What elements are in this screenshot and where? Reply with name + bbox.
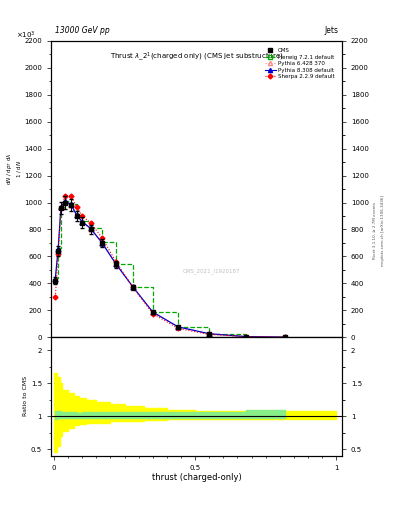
Text: CMS_2021_I1920187: CMS_2021_I1920187 <box>182 268 240 274</box>
Legend: CMS, Herwig 7.2.1 default, Pythia 6.428 370, Pythia 8.308 default, Sherpa 2.2.9 : CMS, Herwig 7.2.1 default, Pythia 6.428 … <box>263 47 336 80</box>
Text: 13000 GeV pp: 13000 GeV pp <box>55 26 110 35</box>
Text: Thrust $\lambda\_2^1$(charged only) (CMS jet substructure): Thrust $\lambda\_2^1$(charged only) (CMS… <box>110 50 283 62</box>
Text: Rivet 3.1.10, ≥ 2.7M events: Rivet 3.1.10, ≥ 2.7M events <box>373 202 377 259</box>
Text: Jets: Jets <box>324 26 338 35</box>
Text: $\times10^3$: $\times10^3$ <box>16 30 36 41</box>
X-axis label: thrust (charged-only): thrust (charged-only) <box>152 474 241 482</box>
Text: $\mathrm{d}N$ / $\mathrm{d}p_T$ $\mathrm{d}\lambda$: $\mathrm{d}N$ / $\mathrm{d}p_T$ $\mathrm… <box>6 153 14 185</box>
Y-axis label: Ratio to CMS: Ratio to CMS <box>23 376 28 416</box>
Text: mcplots.cern.ch [arXiv:1306.3436]: mcplots.cern.ch [arXiv:1306.3436] <box>381 195 385 266</box>
Text: 1 / $\mathrm{d}N$: 1 / $\mathrm{d}N$ <box>15 160 23 178</box>
